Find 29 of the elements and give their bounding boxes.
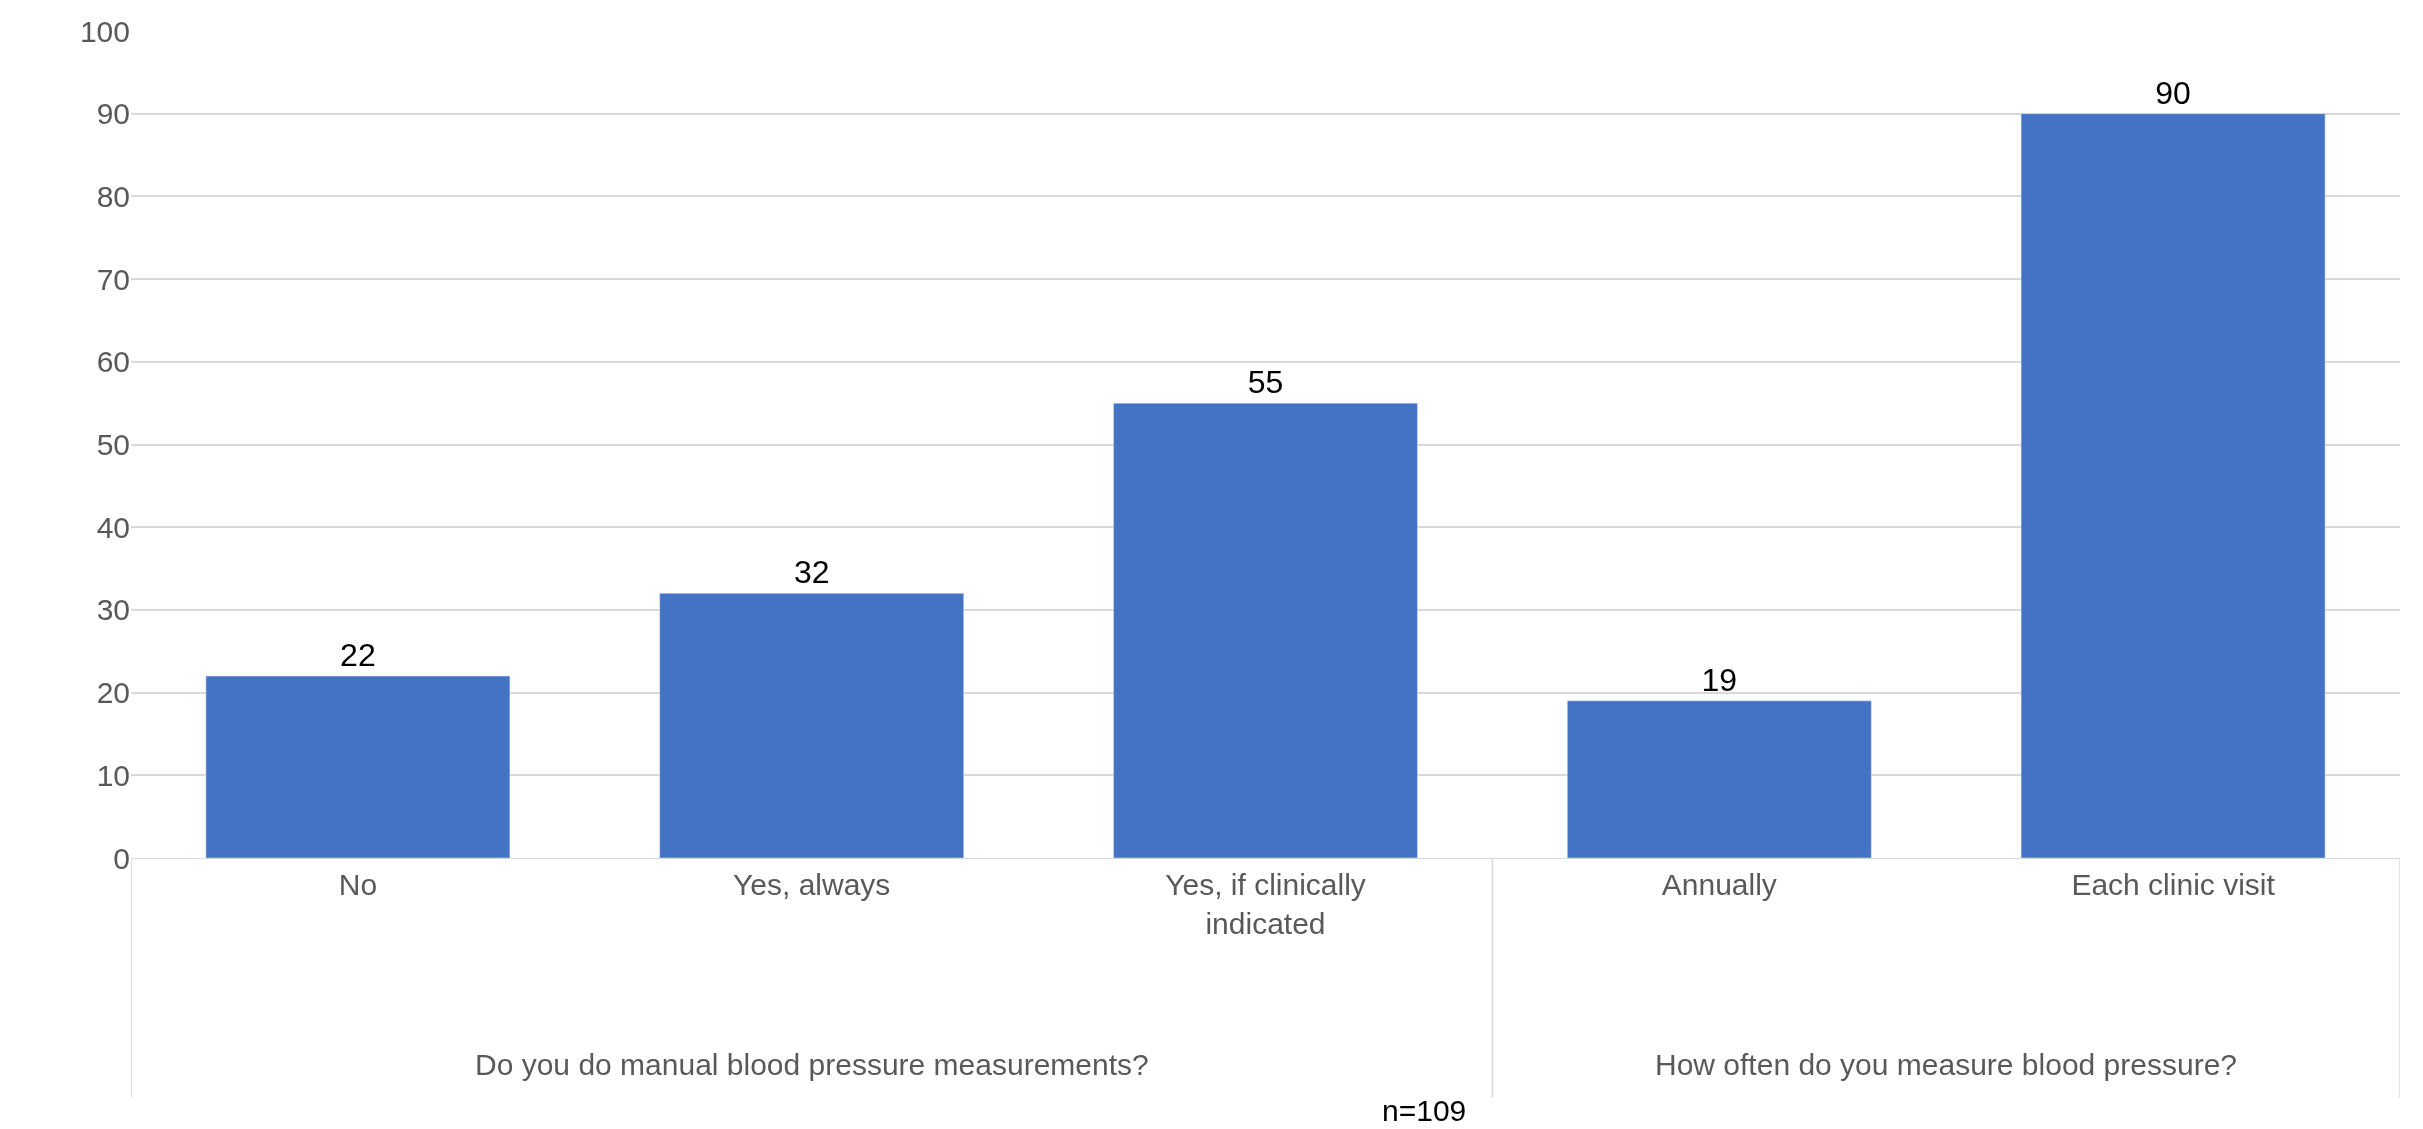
x-tick-label: Each clinic visit: [2071, 868, 2276, 901]
y-tick-label: 40: [96, 510, 130, 544]
x-tick-label: Yes, if clinically indicated: [1165, 868, 1366, 940]
data-label: 90: [2155, 74, 2191, 111]
y-tick-label: 0: [113, 841, 130, 875]
bar: [1567, 700, 1872, 858]
bar: [205, 675, 511, 858]
text: n=109: [1382, 1094, 1467, 1127]
y-tick-label: 10: [96, 758, 130, 792]
bar: [1113, 402, 1418, 858]
y-tick-label: 100: [79, 14, 130, 48]
text: Do you do manual blood pressure measurements?: [475, 1048, 1149, 1081]
bar: [2020, 113, 2326, 858]
y-tick-label: 80: [96, 179, 130, 213]
y-tick-label: 60: [96, 345, 130, 379]
y-tick-label: 70: [96, 262, 130, 296]
y-tick-label: 50: [96, 428, 130, 461]
x-tick-label: No: [338, 868, 378, 901]
x-tick-label: Annually: [1661, 868, 1777, 901]
y-tick-label: 20: [96, 676, 130, 710]
data-label: 55: [1247, 364, 1284, 401]
data-label: 22: [340, 637, 376, 674]
y-tick-label: 30: [96, 593, 130, 627]
bar: [659, 593, 964, 858]
data-label: 19: [1701, 661, 1738, 698]
x-tick-label: Yes, always: [733, 868, 891, 901]
text: How often do you measure blood pressure?: [1655, 1048, 2238, 1081]
y-tick-label: 90: [96, 97, 130, 131]
data-label: 32: [793, 554, 830, 591]
